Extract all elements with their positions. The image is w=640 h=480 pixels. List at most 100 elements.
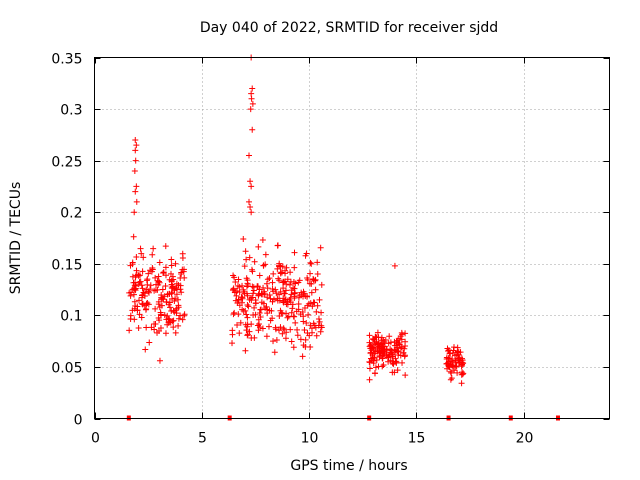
data-point: [247, 295, 254, 302]
data-point: [400, 349, 407, 356]
data-point: [251, 304, 258, 311]
y-tick-label: 0.2: [60, 206, 82, 222]
data-point: [295, 301, 302, 308]
data-point: [381, 348, 388, 355]
data-point: [303, 320, 310, 327]
data-point: [172, 307, 179, 314]
data-point: [317, 328, 324, 335]
data-point: [402, 338, 409, 345]
data-point: [145, 289, 152, 296]
data-point: [270, 270, 277, 277]
data-point: [372, 333, 379, 340]
data-point: [239, 282, 246, 289]
data-point: [299, 309, 306, 316]
data-point: [459, 371, 466, 378]
x-axis-label: GPS time / hours: [290, 458, 407, 474]
data-point: [248, 90, 255, 97]
data-point: [175, 315, 182, 322]
data-point: [269, 279, 276, 286]
data-point: [280, 285, 287, 292]
data-point: [394, 367, 401, 374]
data-point: [133, 198, 140, 205]
data-point: [276, 312, 283, 319]
data-point: [306, 280, 313, 287]
data-point: [240, 235, 247, 242]
data-point: [180, 268, 187, 275]
data-point: [233, 292, 240, 299]
data-point: [452, 359, 459, 366]
data-point: [279, 269, 286, 276]
data-point: [160, 296, 167, 303]
data-point: [235, 296, 242, 303]
data-point: [449, 363, 456, 370]
data-point: [148, 324, 155, 331]
data-point: [130, 233, 137, 240]
data-point: [287, 269, 294, 276]
data-point: [300, 318, 307, 325]
data-point: [273, 336, 280, 343]
data-point: [143, 277, 150, 284]
data-point: [266, 275, 273, 282]
data-point: [379, 355, 386, 362]
data-point: [370, 357, 377, 364]
data-point: [240, 288, 247, 295]
data-point: [244, 331, 251, 338]
data-point: [143, 324, 150, 331]
data-point: [447, 376, 454, 383]
data-point: [237, 319, 244, 326]
data-point: [263, 333, 270, 340]
data-point: [235, 276, 242, 283]
data-point: [149, 251, 156, 258]
x-tick-label: 5: [198, 431, 207, 447]
data-point: [168, 278, 175, 285]
data-point: [375, 345, 382, 352]
data-point: [248, 95, 255, 102]
data-point: [316, 296, 323, 303]
data-point: [291, 313, 298, 320]
data-point: [308, 289, 315, 296]
data-point: [444, 365, 451, 372]
data-point: [270, 338, 277, 345]
data-point: [147, 282, 154, 289]
data-point: [229, 327, 236, 334]
data-point: [172, 260, 179, 267]
data-point: [241, 263, 248, 270]
data-point: [317, 244, 324, 251]
data-point: [274, 242, 281, 249]
data-point: [172, 329, 179, 336]
data-point: [287, 278, 294, 285]
data-point: [250, 290, 257, 297]
data-point: [181, 274, 188, 281]
data-point: [254, 322, 261, 329]
data-point: [169, 273, 176, 280]
data-point: [168, 262, 175, 269]
data-point: [138, 294, 145, 301]
y-tick-label: 0: [74, 413, 83, 429]
data-point: [310, 276, 317, 283]
data-point: [282, 296, 289, 303]
data-point: [267, 295, 274, 302]
data-point: [162, 330, 169, 337]
data-point: [304, 302, 311, 309]
data-point: [263, 306, 270, 313]
data-point: [287, 326, 294, 333]
data-point: [131, 167, 138, 174]
data-point: [366, 376, 373, 383]
data-point: [451, 367, 458, 374]
data-point: [129, 273, 136, 280]
data-point: [281, 326, 288, 333]
data-point: [448, 375, 455, 382]
data-point: [251, 334, 258, 341]
data-point: [263, 280, 270, 287]
data-point: [386, 333, 393, 340]
data-point: [274, 265, 281, 272]
data-point: [245, 303, 252, 310]
data-point: [144, 300, 151, 307]
data-point: [401, 345, 408, 352]
data-point: [265, 323, 272, 330]
data-point: [132, 147, 139, 154]
data-point: [366, 365, 373, 372]
data-point: [296, 292, 303, 299]
data-point: [255, 327, 262, 334]
data-point: [170, 324, 177, 331]
